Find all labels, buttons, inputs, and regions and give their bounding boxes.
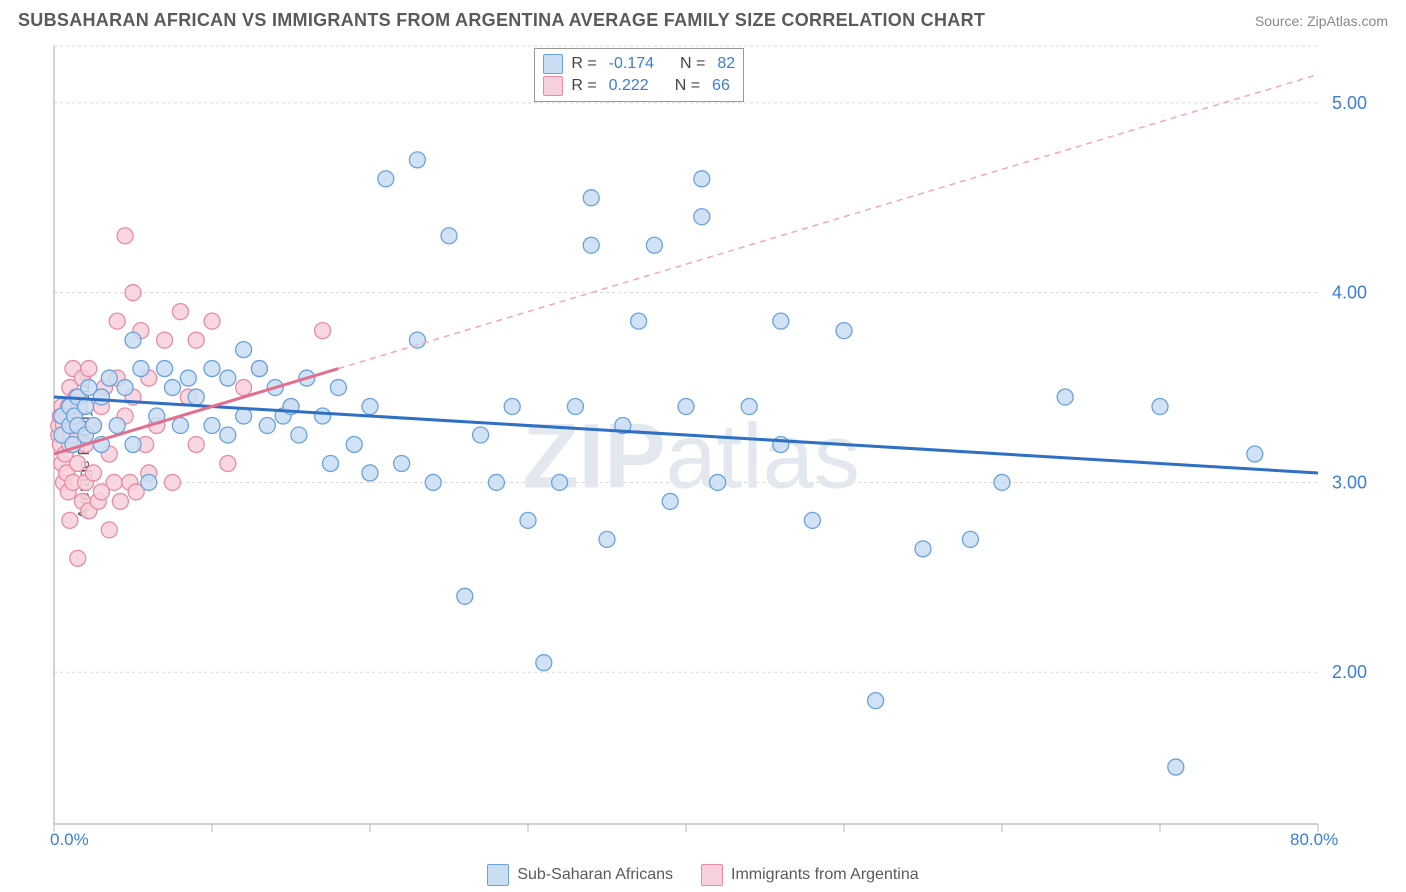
x-max-label: 80.0%	[1290, 830, 1376, 850]
source-label: Source: ZipAtlas.com	[1255, 13, 1388, 29]
x-min-label: 0.0%	[50, 830, 89, 850]
r-value-blue: -0.174	[609, 53, 654, 75]
r-value-pink: 0.222	[609, 75, 649, 97]
legend-label-blue: Sub-Saharan Africans	[517, 866, 673, 884]
n-value-blue: 82	[717, 53, 735, 75]
pink-swatch	[543, 76, 563, 96]
svg-text:5.00: 5.00	[1332, 93, 1367, 113]
chart-area: ZIPatlas 2.00 3.00 4.00 5.00	[48, 42, 1388, 852]
stats-legend: R = -0.174 N = 82 R = 0.222 N = 66	[534, 48, 744, 102]
r-label: R =	[571, 53, 596, 75]
svg-text:ZIPatlas: ZIPatlas	[522, 406, 859, 508]
n-label: N =	[675, 75, 700, 97]
legend-item-pink: Immigrants from Argentina	[701, 864, 919, 886]
legend-item-blue: Sub-Saharan Africans	[487, 864, 673, 886]
chart-title: SUBSAHARAN AFRICAN VS IMMIGRANTS FROM AR…	[18, 10, 985, 31]
svg-text:2.00: 2.00	[1332, 662, 1367, 682]
blue-swatch	[543, 54, 563, 74]
n-value-pink: 66	[712, 75, 730, 97]
stats-row-pink: R = 0.222 N = 66	[543, 75, 735, 97]
svg-text:4.00: 4.00	[1332, 283, 1367, 303]
blue-swatch	[487, 864, 509, 886]
svg-text:3.00: 3.00	[1332, 472, 1367, 492]
series-legend: Sub-Saharan Africans Immigrants from Arg…	[0, 864, 1406, 886]
pink-swatch	[701, 864, 723, 886]
n-label: N =	[680, 53, 705, 75]
legend-label-pink: Immigrants from Argentina	[731, 866, 919, 884]
chart-svg: ZIPatlas 2.00 3.00 4.00 5.00	[48, 42, 1388, 852]
stats-row-blue: R = -0.174 N = 82	[543, 53, 735, 75]
r-label: R =	[571, 75, 596, 97]
